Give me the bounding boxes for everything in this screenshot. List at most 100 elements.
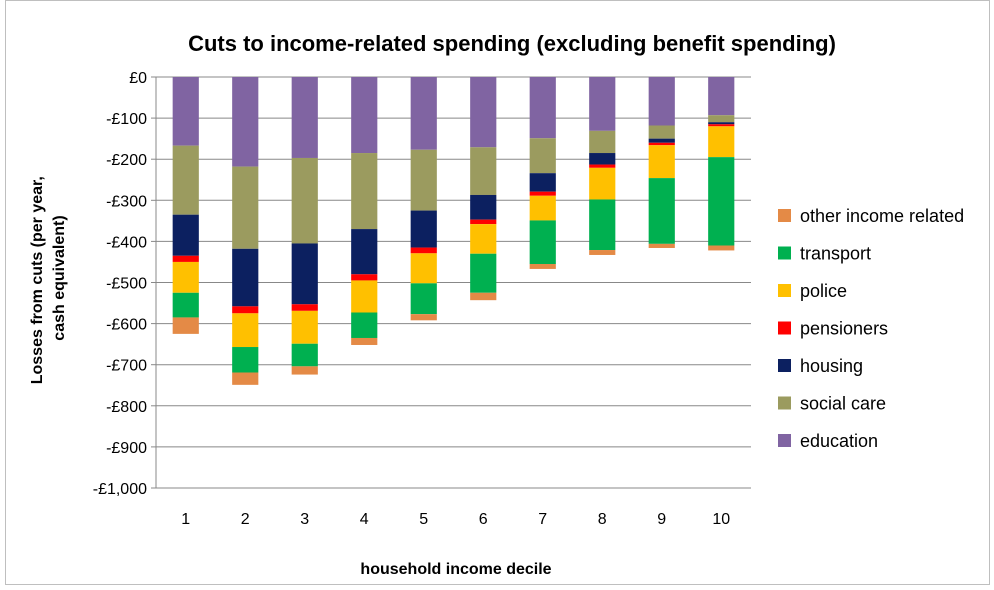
legend-label: housing: [800, 356, 863, 376]
bar-segment-other-income-related: [410, 314, 437, 321]
legend-label: social care: [800, 394, 886, 414]
bars: [172, 77, 735, 385]
bar-segment-social-care: [291, 157, 318, 244]
bar-segment-pensioners: [648, 142, 675, 146]
bar-segment-pensioners: [410, 247, 437, 254]
bar-segment-housing: [351, 229, 378, 275]
y-axis-ticks: £0 -£100 -£200 -£300 -£400 -£500 -£600 -£700 -£8…: [93, 70, 156, 498]
bar-segment-other-income-related: [351, 337, 378, 345]
bar-segment-housing: [232, 248, 259, 307]
bar-segment-housing: [708, 122, 735, 125]
bar-segment-housing: [529, 173, 556, 192]
legend-swatch: [778, 284, 791, 297]
legend-swatch: [778, 396, 791, 410]
bar-segment-transport: [291, 343, 318, 367]
legend-label: other income related: [800, 206, 964, 226]
bar-segment-housing: [589, 153, 616, 165]
y-tick-label: -£900: [106, 440, 147, 457]
bar-segment-pensioners: [351, 274, 378, 281]
bar-segment-education: [232, 77, 259, 167]
bar-segment-police: [172, 261, 199, 293]
bar-segment-transport: [708, 157, 735, 246]
bar-segment-transport: [470, 253, 497, 293]
bar-segment-other-income-related: [172, 317, 199, 334]
bar-segment-housing: [291, 243, 318, 305]
x-tick-label: 4: [360, 511, 369, 528]
legend-swatch: [778, 246, 791, 260]
chart-title: Cuts to income-related spending (excludi…: [188, 31, 836, 56]
bar-segment-housing: [648, 138, 675, 143]
bar-segment-other-income-related: [648, 243, 675, 248]
chart-svg: Cuts to income-related spending (excludi…: [29, 31, 964, 578]
bar-segment-education: [410, 77, 437, 150]
bar-segment-education: [529, 77, 556, 139]
bar-segment-education: [589, 77, 616, 131]
bar-segment-pensioners: [172, 255, 199, 262]
bar-segment-pensioners: [291, 304, 318, 311]
bar-segment-transport: [589, 199, 616, 251]
bar-segment-education: [172, 77, 199, 146]
bar-segment-social-care: [708, 115, 735, 123]
x-tick-label: 9: [657, 511, 666, 528]
y-tick-label: -£600: [106, 317, 147, 334]
bar-segment-social-care: [648, 125, 675, 139]
x-tick-label: 3: [300, 511, 309, 528]
y-tick-label: -£800: [106, 399, 147, 416]
bar-segment-social-care: [470, 147, 497, 195]
x-axis-ticks: 1 2 3 4 5 6 7 8 9 10: [181, 511, 730, 528]
chart-frame: Cuts to income-related spending (excludi…: [5, 0, 990, 585]
bar-segment-police: [351, 280, 378, 313]
bar-segment-education: [708, 77, 735, 116]
legend-label: transport: [800, 244, 871, 264]
y-tick-label: -£100: [106, 111, 147, 128]
bar-segment-social-care: [589, 130, 616, 154]
y-tick-label: -£300: [106, 193, 147, 210]
bar-segment-police: [410, 253, 437, 284]
bar-segment-police: [470, 224, 497, 254]
y-tick-label: -£200: [106, 152, 147, 169]
legend-label: education: [800, 431, 878, 451]
bar-segment-other-income-related: [708, 245, 735, 251]
legend-swatch: [778, 359, 791, 372]
bar-segment-police: [529, 195, 556, 221]
bar-segment-other-income-related: [589, 250, 616, 255]
bar-segment-transport: [648, 178, 675, 244]
legend-label: pensioners: [800, 319, 888, 339]
bar-segment-police: [589, 167, 616, 200]
y-axis-label-line-1: Losses from cuts (per year,: [29, 176, 46, 384]
bar-segment-education: [648, 77, 675, 126]
bar-segment-pensioners: [529, 191, 556, 196]
legend-label: police: [800, 281, 847, 301]
y-axis-label-line-2: cash equivalent): [51, 215, 68, 340]
bar-segment-housing: [172, 214, 199, 256]
y-tick-label: -£400: [106, 234, 147, 251]
x-tick-label: 2: [241, 511, 250, 528]
bar-segment-transport: [172, 292, 199, 318]
bar-segment-pensioners: [708, 124, 735, 127]
x-axis-label: household income decile: [360, 561, 551, 578]
x-tick-label: 5: [419, 511, 428, 528]
x-tick-label: 1: [181, 511, 190, 528]
bar-segment-social-care: [529, 138, 556, 174]
bar-segment-transport: [529, 220, 556, 265]
bar-segment-housing: [410, 210, 437, 248]
bar-segment-housing: [470, 194, 497, 220]
y-tick-label: £0: [129, 70, 147, 87]
bar-segment-social-care: [172, 145, 199, 215]
bar-segment-social-care: [351, 153, 378, 230]
y-tick-label: -£500: [106, 276, 147, 293]
bar-segment-transport: [351, 312, 378, 338]
bar-segment-police: [708, 126, 735, 158]
bar-segment-pensioners: [589, 164, 616, 168]
legend-swatch: [778, 321, 791, 335]
bar-segment-pensioners: [232, 306, 259, 314]
x-tick-label: 10: [712, 511, 730, 528]
bar-segment-other-income-related: [470, 292, 497, 301]
bar-segment-education: [470, 77, 497, 148]
y-tick-label: -£700: [106, 358, 147, 375]
legend-swatch: [778, 209, 791, 222]
bar-segment-police: [648, 145, 675, 179]
x-tick-label: 6: [479, 511, 488, 528]
bar-segment-education: [351, 77, 378, 154]
bar-segment-social-care: [410, 149, 437, 211]
